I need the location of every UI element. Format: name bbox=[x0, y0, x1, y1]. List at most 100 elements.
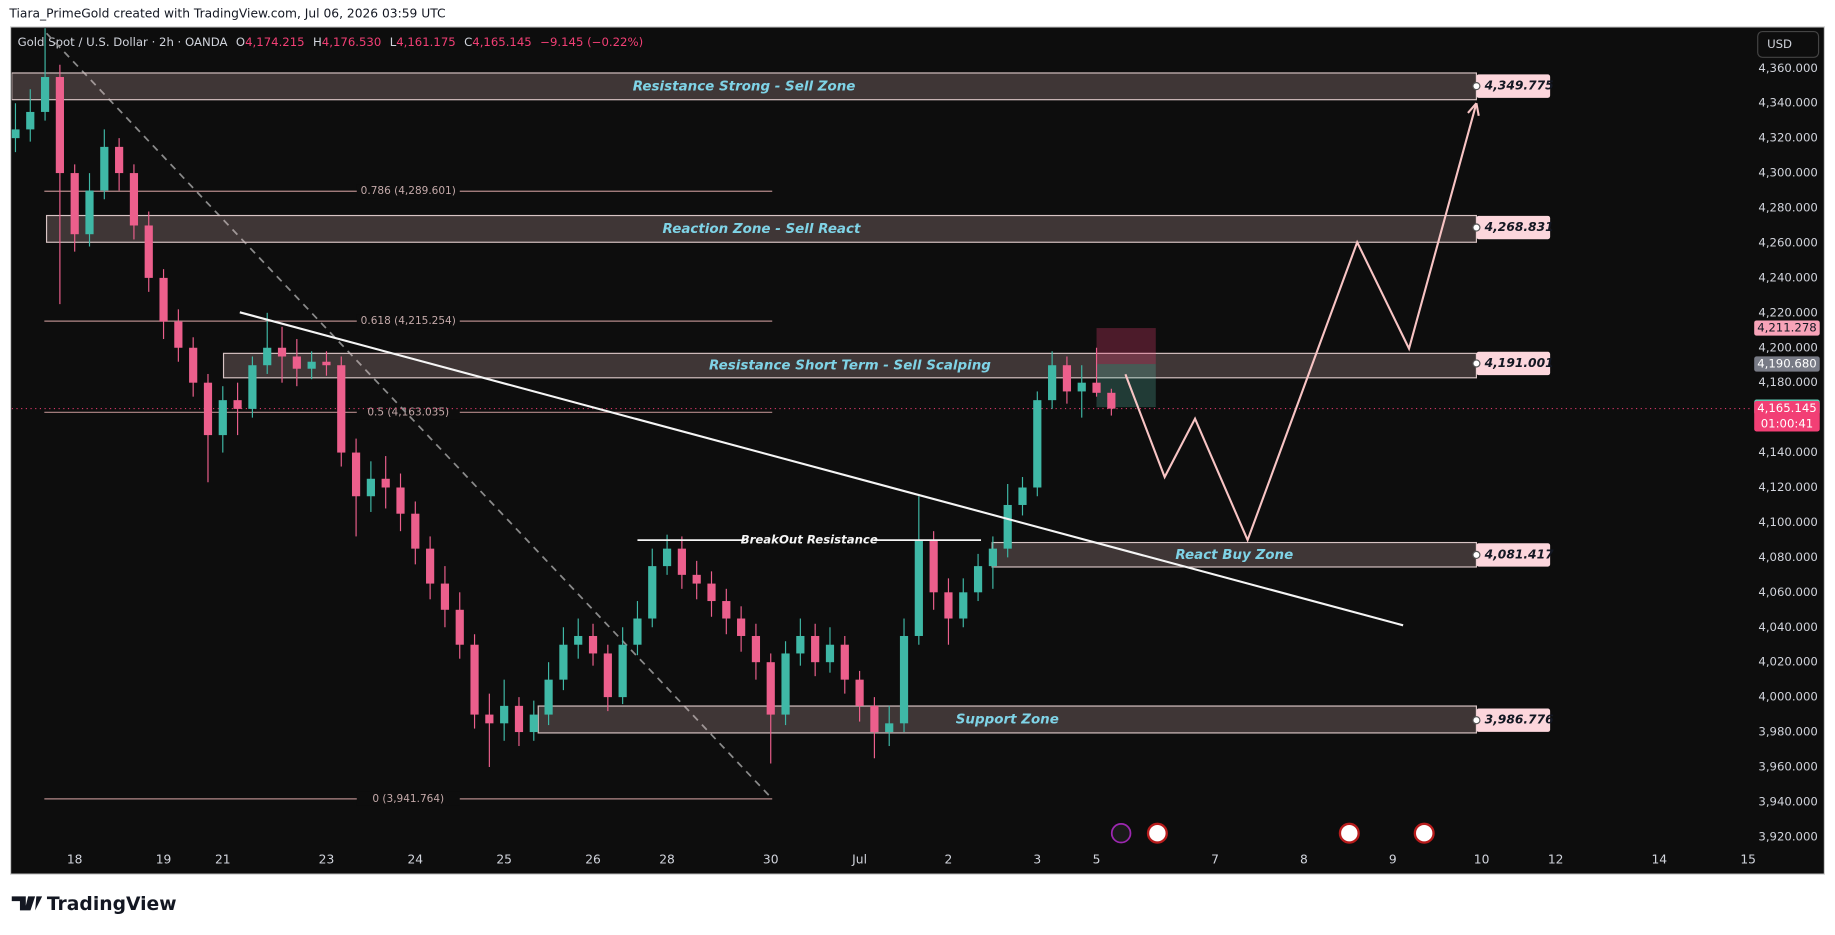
candle-body bbox=[55, 76, 64, 174]
zone-price-badge bbox=[1476, 351, 1551, 376]
ohlc-value: 4,176.530 bbox=[322, 35, 381, 49]
fib-label-bg bbox=[356, 791, 460, 806]
candle-body bbox=[500, 705, 509, 724]
zone-price-badge bbox=[1476, 215, 1551, 240]
event-icon[interactable] bbox=[1110, 822, 1132, 844]
candle-body bbox=[662, 548, 672, 567]
candle-body bbox=[751, 635, 761, 663]
candle-body bbox=[514, 705, 524, 733]
zone-price-marker bbox=[1472, 359, 1481, 368]
candle-body bbox=[677, 548, 686, 575]
candle-body bbox=[825, 644, 835, 663]
price-badge-label: 4,190.680 bbox=[1757, 357, 1816, 371]
y-tick-label: 3,980.000 bbox=[1758, 725, 1817, 739]
x-tick-label: 14 bbox=[1651, 853, 1667, 867]
y-tick-label: 4,280.000 bbox=[1758, 201, 1817, 215]
zone bbox=[537, 705, 1477, 734]
candle-body bbox=[322, 361, 331, 366]
candle-body bbox=[11, 129, 20, 139]
zone-label: Resistance Strong - Sell Zone bbox=[633, 79, 856, 94]
zone-price-label: 3,986.776 bbox=[1485, 713, 1555, 727]
zone-label: React Buy Zone bbox=[1175, 548, 1293, 563]
price-badge-label: 4,211.278 bbox=[1757, 321, 1816, 335]
y-tick-label: 4,060.000 bbox=[1758, 585, 1817, 599]
candle-body bbox=[411, 513, 420, 549]
candle-body bbox=[307, 361, 316, 369]
candle-body bbox=[603, 653, 612, 698]
candle-body bbox=[781, 653, 790, 715]
y-tick-label: 4,080.000 bbox=[1758, 550, 1817, 564]
ohlc-value: 4,174.215 bbox=[245, 35, 304, 49]
y-tick-label: 4,120.000 bbox=[1758, 480, 1817, 494]
ohlc-value: 4,165.145 bbox=[472, 35, 531, 49]
zone-label: Support Zone bbox=[956, 712, 1059, 727]
x-tick-label: 9 bbox=[1389, 853, 1397, 867]
candle-body bbox=[973, 566, 983, 593]
candle-body bbox=[929, 539, 938, 593]
candle-body bbox=[1048, 365, 1057, 401]
currency[interactable]: USD bbox=[1767, 37, 1792, 51]
fib-diagonal bbox=[45, 32, 773, 800]
x-tick-label: 2 bbox=[945, 853, 953, 867]
zone bbox=[991, 541, 1477, 568]
y-tick-label: 3,940.000 bbox=[1758, 794, 1817, 808]
candle-body bbox=[855, 679, 864, 706]
candle-body bbox=[26, 111, 35, 130]
zone bbox=[11, 72, 1477, 101]
candle-body bbox=[100, 146, 109, 191]
event-icon[interactable] bbox=[1146, 822, 1168, 844]
fib-label: 0.618 (4,215.254) bbox=[361, 315, 456, 327]
breakout-label: BreakOut Resistance bbox=[741, 533, 878, 547]
ohlc-value: 4,161.175 bbox=[396, 35, 455, 49]
y-tick-label: 4,100.000 bbox=[1758, 515, 1817, 529]
candle-body bbox=[1077, 382, 1086, 392]
x-tick-label: 8 bbox=[1300, 853, 1308, 867]
x-tick-label: 21 bbox=[215, 853, 231, 867]
brand-logo: TradingView bbox=[11, 894, 177, 915]
zone-price-label: 4,191.001 bbox=[1484, 356, 1554, 370]
candle-body bbox=[840, 644, 849, 680]
candle-body bbox=[1018, 487, 1027, 505]
candle-body bbox=[588, 635, 598, 654]
candle-body bbox=[959, 592, 968, 619]
zone-price-badge bbox=[1476, 543, 1551, 567]
symbol-legend: Gold Spot / U.S. Dollar · 2h · OANDA O4,… bbox=[18, 35, 644, 49]
currency-button[interactable] bbox=[1757, 31, 1820, 58]
zone-price-label: 4,349.775 bbox=[1484, 79, 1554, 93]
y-tick-label: 4,360.000 bbox=[1758, 61, 1817, 75]
candle-body bbox=[899, 635, 909, 724]
change: −9.145 (−0.22%) bbox=[540, 35, 643, 49]
candle-body bbox=[440, 583, 450, 610]
y-tick-label: 4,320.000 bbox=[1758, 131, 1817, 145]
y-tick-label: 3,920.000 bbox=[1758, 829, 1817, 843]
candle-body bbox=[144, 225, 153, 278]
candle-body bbox=[1003, 504, 1012, 549]
y-tick-label: 4,260.000 bbox=[1758, 235, 1817, 249]
fib-label-bg bbox=[356, 314, 460, 329]
candle-body bbox=[707, 583, 716, 602]
x-tick-label: 28 bbox=[659, 853, 675, 867]
y-tick-label: 4,220.000 bbox=[1758, 305, 1817, 319]
y-tick-label: 4,180.000 bbox=[1758, 375, 1817, 389]
candle-body bbox=[796, 635, 805, 654]
candle-body bbox=[159, 277, 168, 322]
y-tick-label: 4,300.000 bbox=[1758, 166, 1817, 180]
candle-body bbox=[722, 601, 731, 619]
candle-body bbox=[692, 574, 701, 584]
candle-body bbox=[40, 76, 50, 112]
price-badge bbox=[1754, 356, 1820, 372]
candle-body bbox=[870, 705, 879, 733]
event-icons bbox=[1110, 822, 1435, 844]
candle-body bbox=[1062, 365, 1072, 392]
candle-body bbox=[1107, 392, 1116, 409]
candle-body bbox=[648, 566, 657, 619]
event-icon[interactable] bbox=[1413, 822, 1435, 844]
y-tick-label: 3,960.000 bbox=[1758, 759, 1817, 773]
y-tick-label: 4,040.000 bbox=[1758, 620, 1817, 634]
y-tick-label: 4,140.000 bbox=[1758, 445, 1817, 459]
candle-body bbox=[115, 146, 124, 174]
event-icon[interactable] bbox=[1338, 822, 1360, 844]
fib-label: 0.5 (4,163.035) bbox=[367, 406, 449, 418]
ohlc-key: L bbox=[390, 35, 397, 49]
